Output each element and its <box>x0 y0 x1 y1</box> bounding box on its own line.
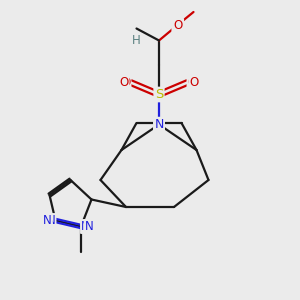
Text: H: H <box>132 34 141 47</box>
Text: N: N <box>154 118 164 131</box>
Text: O: O <box>172 19 182 32</box>
Text: N: N <box>154 118 164 131</box>
Text: H: H <box>132 34 141 47</box>
Text: O: O <box>119 76 128 89</box>
Text: S: S <box>155 88 163 101</box>
Text: N: N <box>47 214 56 227</box>
Text: O: O <box>121 76 130 89</box>
Text: N: N <box>43 214 52 227</box>
Text: O: O <box>190 76 199 89</box>
Text: O: O <box>188 76 197 89</box>
Text: O: O <box>174 19 183 32</box>
Text: S: S <box>155 88 163 101</box>
Text: N: N <box>85 220 93 233</box>
Text: N: N <box>81 220 90 233</box>
